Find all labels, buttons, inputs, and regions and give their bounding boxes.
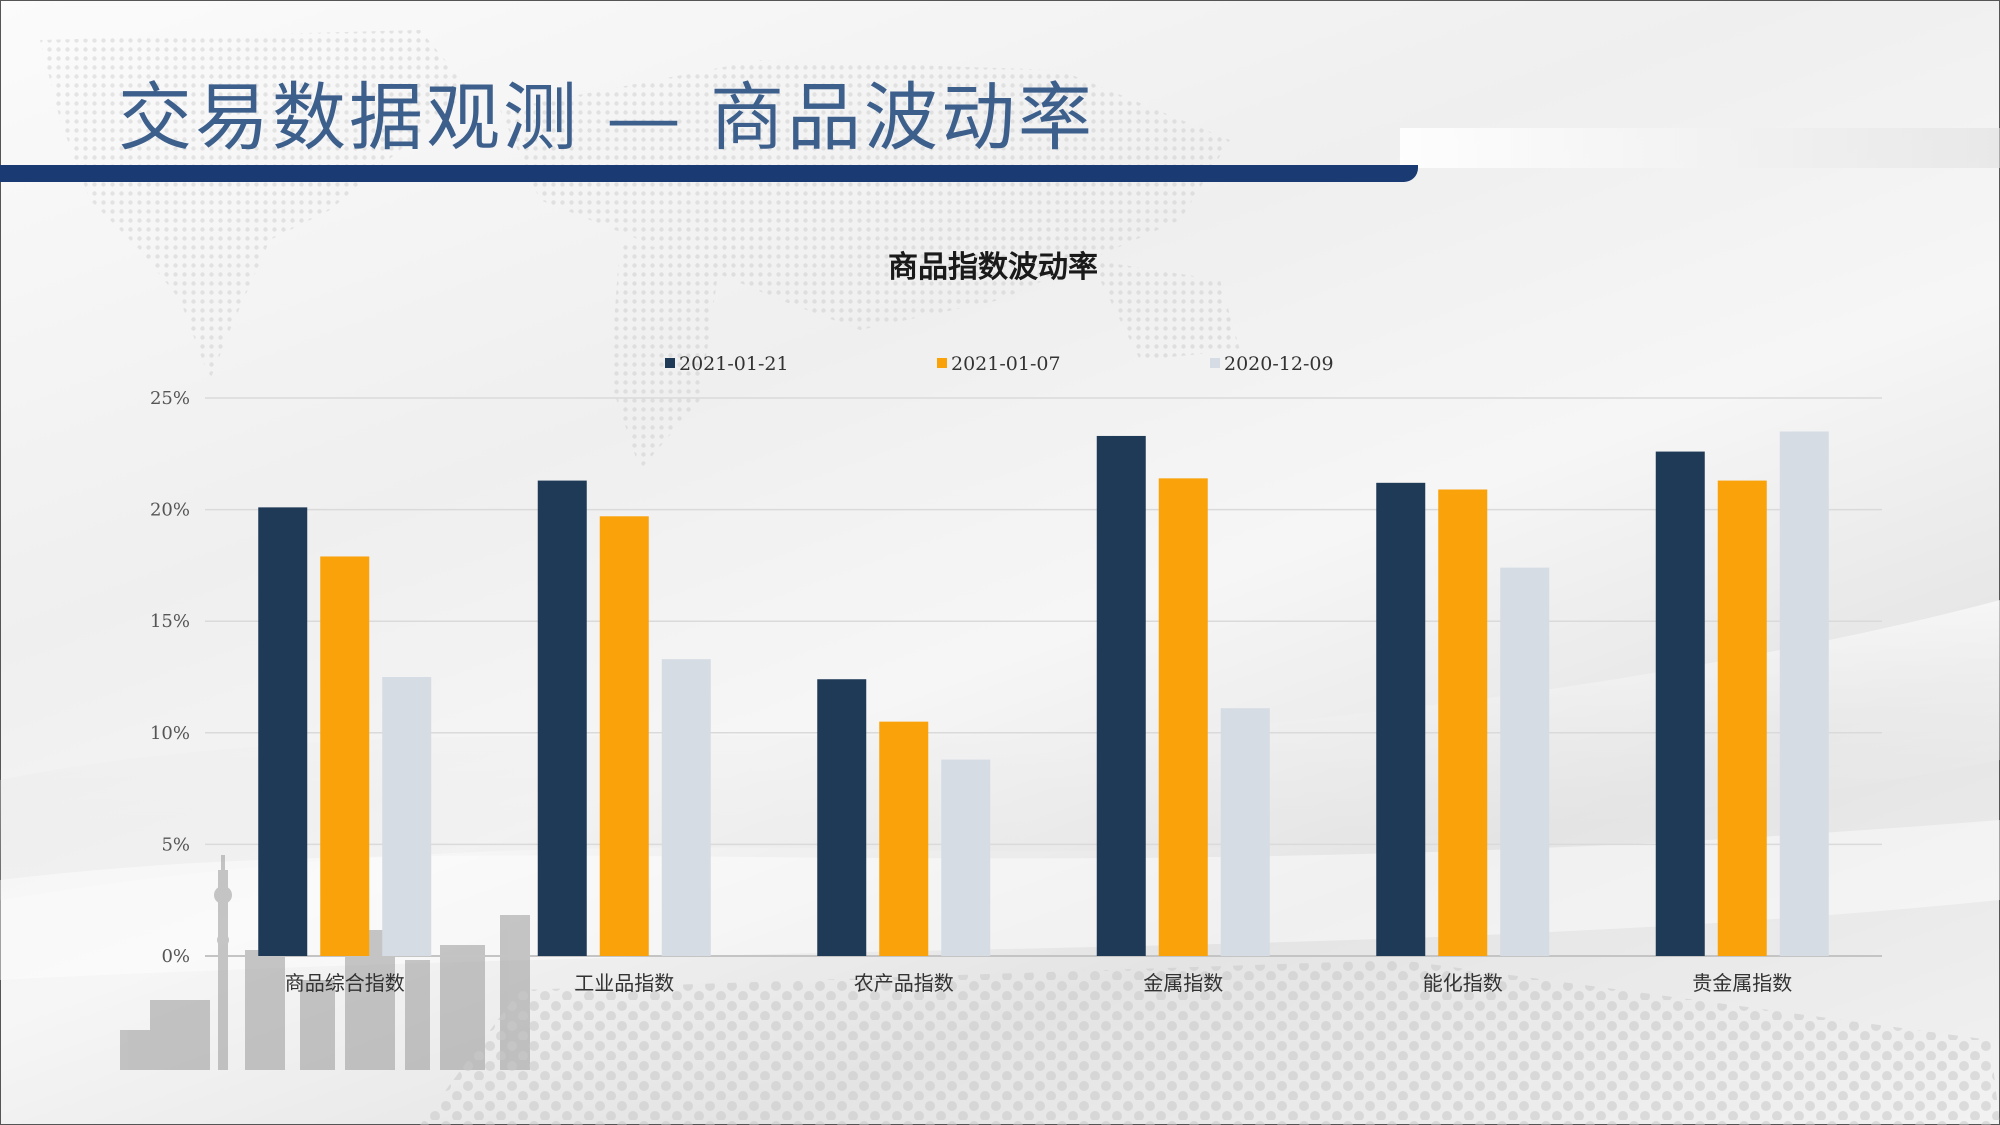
bar-3-5 bbox=[1500, 567, 1550, 956]
legend-label: 2021-01-07 bbox=[951, 353, 1061, 375]
x-tick-label: 金属指数 bbox=[1143, 971, 1223, 995]
bar-2-2 bbox=[599, 516, 649, 956]
x-tick-label: 能化指数 bbox=[1423, 971, 1503, 995]
legend-item: 2020-12-09 bbox=[1210, 353, 1334, 375]
y-tick-label: 0% bbox=[161, 946, 190, 967]
bar-1-4 bbox=[1096, 435, 1146, 957]
bar-1-2 bbox=[537, 480, 587, 956]
bar-2-1 bbox=[320, 556, 370, 956]
page-title: 交易数据观测 — 商品波动率 bbox=[118, 75, 1096, 161]
bar-3-6 bbox=[1779, 431, 1829, 957]
chart-title: 商品指数波动率 bbox=[888, 250, 1098, 285]
bar-3-3 bbox=[941, 759, 991, 956]
bar-3-4 bbox=[1220, 708, 1270, 956]
legend-swatch bbox=[665, 358, 675, 368]
bar-2-3 bbox=[879, 721, 929, 956]
bar-2-6 bbox=[1717, 480, 1767, 956]
bar-3-2 bbox=[661, 659, 711, 956]
legend-item: 2021-01-07 bbox=[937, 353, 1061, 375]
bars bbox=[258, 431, 1829, 957]
gridlines bbox=[205, 397, 1882, 957]
legend-item: 2021-01-21 bbox=[665, 353, 789, 375]
x-axis: 商品综合指数 工业品指数 农产品指数 金属指数 能化指数 贵金属指数 bbox=[285, 971, 1793, 995]
x-tick-label: 工业品指数 bbox=[574, 971, 674, 995]
legend-swatch bbox=[937, 358, 947, 368]
x-tick-label: 贵金属指数 bbox=[1692, 971, 1792, 995]
legend-swatch bbox=[1210, 358, 1220, 368]
y-axis: 0% 5% 10% 15% 20% 25% bbox=[150, 388, 190, 967]
legend: 2021-01-21 2021-01-07 2020-12-09 bbox=[665, 353, 1334, 375]
bar-2-4 bbox=[1158, 478, 1208, 956]
y-tick-label: 5% bbox=[161, 834, 190, 855]
city-skyline bbox=[120, 855, 530, 1070]
x-tick-label: 商品综合指数 bbox=[285, 971, 405, 995]
legend-label: 2020-12-09 bbox=[1224, 353, 1334, 375]
bar-2-5 bbox=[1438, 489, 1488, 956]
y-tick-label: 20% bbox=[150, 500, 190, 521]
bar-1-5 bbox=[1376, 482, 1426, 956]
world-map-dots bbox=[40, 30, 1240, 470]
legend-label: 2021-01-21 bbox=[679, 353, 789, 375]
x-tick-label: 农产品指数 bbox=[854, 971, 954, 995]
bar-1-6 bbox=[1655, 451, 1705, 956]
header-bar bbox=[0, 165, 1418, 182]
header-light-strip bbox=[1400, 128, 2000, 168]
bar-3-1 bbox=[382, 677, 432, 956]
bar-1-3 bbox=[817, 679, 867, 956]
y-tick-label: 15% bbox=[150, 611, 190, 632]
y-tick-label: 25% bbox=[150, 388, 190, 409]
bar-1-1 bbox=[258, 507, 308, 956]
y-tick-label: 10% bbox=[150, 723, 190, 744]
